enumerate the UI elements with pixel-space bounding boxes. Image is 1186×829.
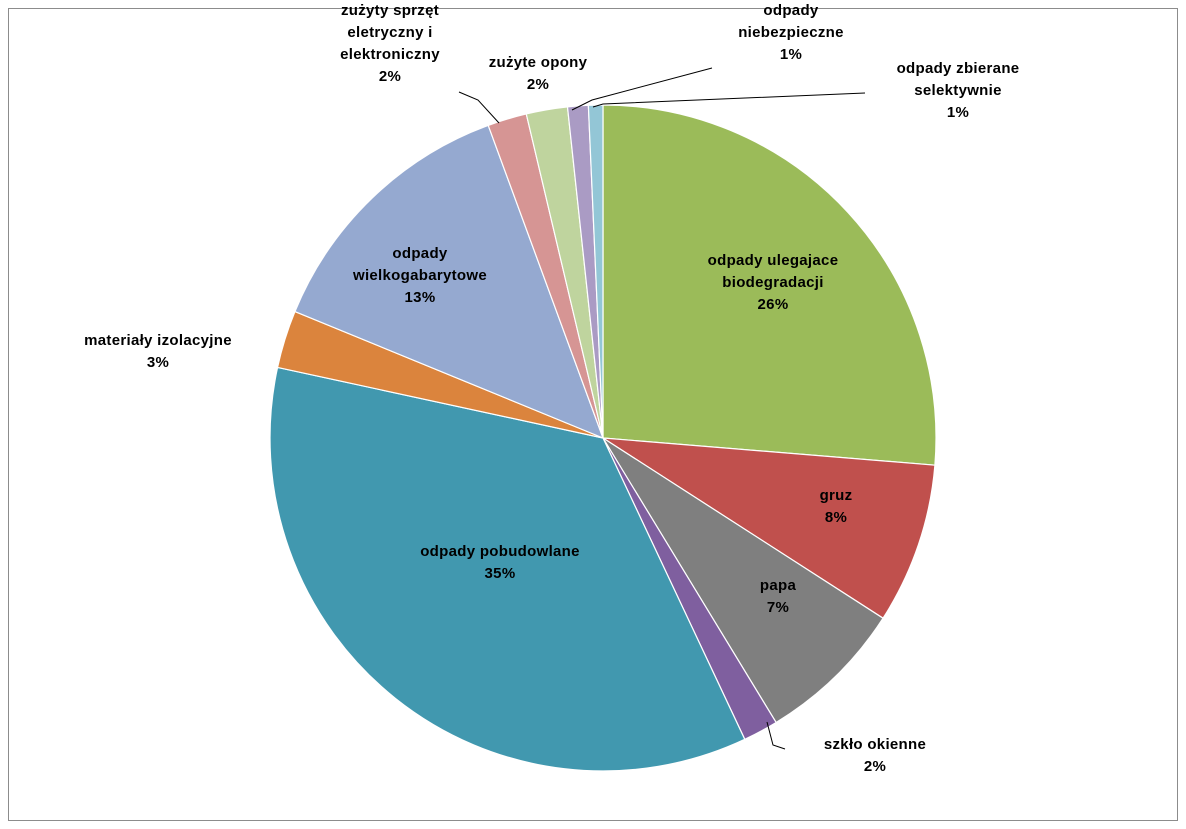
slice-label-6: materiały izolacyjne 3% — [84, 332, 232, 371]
pie-slice-3 — [602, 437, 884, 724]
pie-slice-2 — [602, 437, 936, 620]
pie-slice-5 — [269, 366, 746, 772]
slice-label-5: odpady pobudowlane 35% — [420, 543, 580, 582]
leader-line-11 — [592, 92, 866, 108]
slice-label-9: zużyte opony 2% — [489, 54, 588, 93]
leader-lines — [458, 67, 866, 750]
leader-line-4 — [766, 721, 786, 750]
slice-label-1: odpady ulegajace biodegradacji 26% — [708, 252, 839, 313]
slice-label-4: szkło okienne 2% — [824, 736, 926, 775]
slice-label-10: odpady niebezpieczne 1% — [738, 2, 844, 63]
pie-slice-1 — [602, 104, 937, 466]
slice-label-3: papa 7% — [760, 577, 797, 616]
slice-label-11: odpady zbierane selektywnie 1% — [897, 60, 1020, 121]
slice-labels: odpady ulegajace biodegradacji 26% gruz 8% pa… — [84, 2, 1019, 775]
leader-line-10 — [571, 67, 713, 111]
slice-label-2: gruz 8% — [820, 487, 853, 526]
pie-slices — [269, 104, 937, 772]
leader-line-8 — [458, 91, 500, 124]
pie-slice-7 — [294, 124, 605, 440]
pie-slice-11 — [587, 104, 604, 439]
slice-label-7: odpady wielkogabarytowe 13% — [352, 245, 487, 306]
slice-label-8: zużyty sprzęt eletryczny i elektroniczny 2% — [340, 2, 440, 85]
